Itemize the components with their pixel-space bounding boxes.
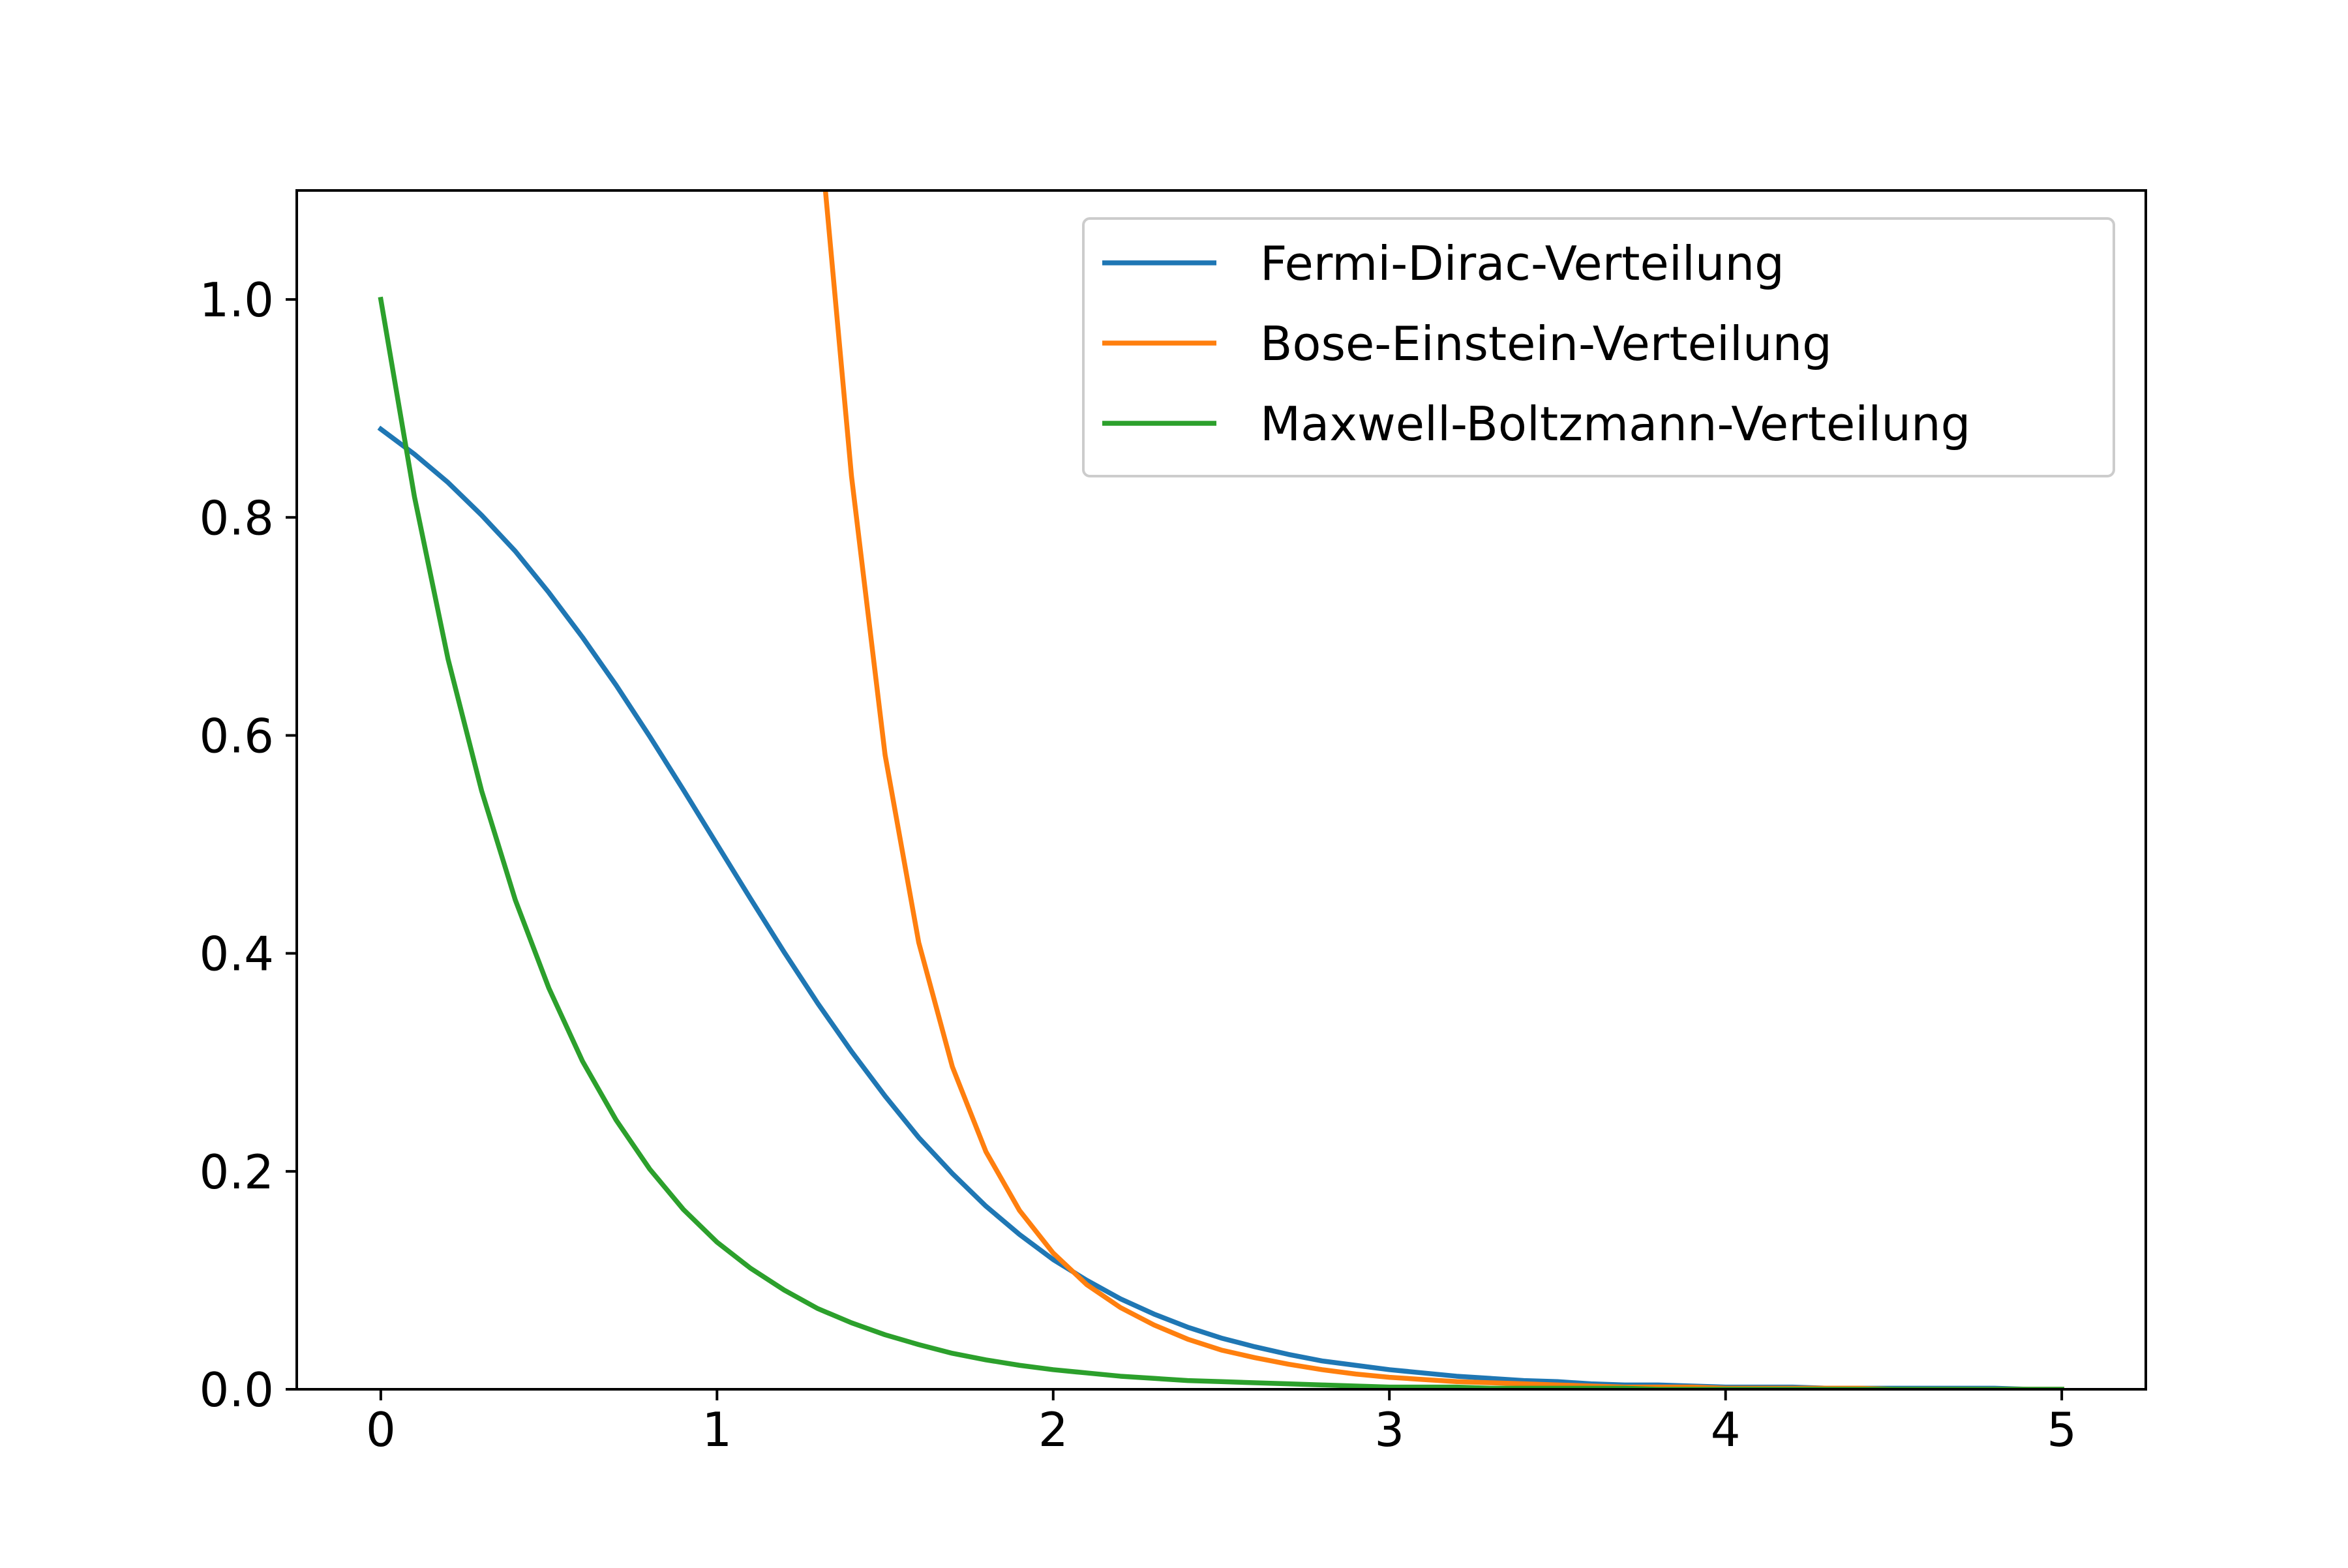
legend-box — [1082, 217, 2115, 477]
legend: Fermi-Dirac-Verteilung Bose-Einstein-Vert… — [1082, 217, 2115, 477]
y-tick-label: 0.2 — [199, 1145, 274, 1199]
x-tick-label: 3 — [1374, 1402, 1404, 1457]
series-line-maxwell-boltzmann-verteilung — [378, 296, 2064, 1389]
y-tick-label: 0.0 — [199, 1363, 274, 1417]
plot-frame — [295, 189, 2147, 1391]
x-tick-label: 1 — [702, 1402, 732, 1457]
x-tick-label: 4 — [1711, 1402, 1741, 1457]
axes-layer: 0 1 2 3 4 5 0.0 0.2 0.4 0.6 0.8 1.0 — [199, 189, 2147, 1457]
y-tick-label: 0.8 — [199, 490, 274, 545]
x-tick-label: 2 — [1038, 1402, 1068, 1457]
legend-label-bose-einstein-verteilung: Bose-Einstein-Verteilung — [1260, 316, 1832, 371]
y-tick-label: 0.6 — [199, 708, 274, 763]
legend-label-maxwell-boltzmann-verteilung: Maxwell-Boltzmann-Verteilung — [1260, 397, 1970, 451]
x-tick-label: 0 — [366, 1402, 396, 1457]
y-tick-label: 0.4 — [199, 927, 274, 982]
legend-label-fermi-dirac-verteilung: Fermi-Dirac-Verteilung — [1260, 236, 1784, 291]
x-tick-label: 5 — [2047, 1402, 2077, 1457]
y-tick-label: 1.0 — [199, 273, 274, 327]
